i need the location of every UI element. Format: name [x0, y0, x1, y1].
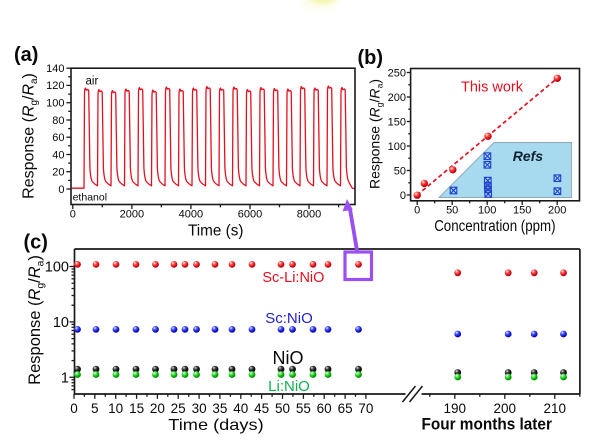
- svg-text:100: 100: [45, 260, 69, 276]
- svg-text:250: 250: [388, 67, 406, 79]
- svg-text:120: 120: [46, 80, 64, 92]
- svg-text:Li:NiO: Li:NiO: [268, 378, 310, 395]
- svg-text:NiO: NiO: [273, 348, 304, 368]
- svg-text:210: 210: [544, 401, 567, 416]
- svg-text:150: 150: [388, 116, 406, 128]
- svg-text:Time (days): Time (days): [168, 417, 263, 434]
- svg-text:200: 200: [494, 401, 517, 416]
- svg-text:0: 0: [70, 209, 76, 221]
- svg-text:80: 80: [52, 115, 64, 127]
- svg-text:Time (s): Time (s): [188, 223, 244, 240]
- svg-text:Response (Rg/Ra): Response (Rg/Ra): [26, 255, 47, 385]
- svg-text:150: 150: [513, 204, 531, 216]
- svg-text:50: 50: [394, 165, 406, 177]
- svg-text:5: 5: [91, 401, 99, 416]
- svg-text:40: 40: [233, 401, 248, 416]
- svg-text:60: 60: [52, 132, 64, 144]
- svg-text:40: 40: [52, 149, 64, 161]
- svg-text:air: air: [86, 76, 99, 88]
- svg-text:Sc:NiO: Sc:NiO: [265, 310, 313, 327]
- svg-text:1: 1: [61, 370, 69, 386]
- svg-text:55: 55: [296, 401, 311, 416]
- svg-text:190: 190: [444, 401, 467, 416]
- svg-text:45: 45: [254, 401, 269, 416]
- svg-text:50: 50: [446, 204, 458, 216]
- svg-text:Refs: Refs: [513, 148, 544, 164]
- svg-text:20: 20: [150, 401, 165, 416]
- svg-text:100: 100: [388, 141, 406, 153]
- svg-text:Response (Rg/Ra): Response (Rg/Ra): [367, 79, 385, 189]
- svg-text:70: 70: [358, 401, 373, 416]
- svg-text:15: 15: [129, 401, 144, 416]
- svg-text:100: 100: [478, 204, 496, 216]
- svg-text:10: 10: [53, 315, 69, 331]
- svg-text:Response (Rg/Ra): Response (Rg/Ra): [21, 73, 41, 199]
- svg-text:8000: 8000: [297, 209, 321, 221]
- svg-text:65: 65: [338, 401, 353, 416]
- svg-text:0: 0: [400, 190, 406, 202]
- svg-text:6000: 6000: [238, 209, 262, 221]
- svg-text:35: 35: [212, 401, 227, 416]
- svg-text:4000: 4000: [179, 209, 203, 221]
- svg-text:Concentration (ppm): Concentration (ppm): [434, 218, 555, 235]
- svg-text:200: 200: [548, 204, 566, 216]
- svg-text:This work: This work: [461, 80, 524, 96]
- svg-text:2000: 2000: [120, 209, 144, 221]
- svg-text:50: 50: [275, 401, 290, 416]
- svg-text:(c): (c): [24, 232, 48, 254]
- svg-text:0: 0: [414, 204, 420, 216]
- svg-text:0: 0: [58, 184, 64, 196]
- svg-text:ethanol: ethanol: [73, 191, 107, 203]
- svg-text:25: 25: [171, 401, 186, 416]
- svg-text:30: 30: [192, 401, 207, 416]
- svg-text:0: 0: [70, 401, 78, 416]
- svg-text:(a): (a): [14, 44, 38, 66]
- svg-text:20: 20: [52, 167, 64, 179]
- svg-text:(b): (b): [358, 47, 384, 69]
- svg-text:100: 100: [46, 98, 64, 110]
- svg-text:Sc-Li:NiO: Sc-Li:NiO: [262, 270, 324, 286]
- svg-text:200: 200: [388, 92, 406, 104]
- svg-text:140: 140: [46, 63, 64, 75]
- svg-text:60: 60: [317, 401, 332, 416]
- svg-text:Four months later: Four months later: [421, 416, 552, 434]
- svg-text:10: 10: [108, 401, 123, 416]
